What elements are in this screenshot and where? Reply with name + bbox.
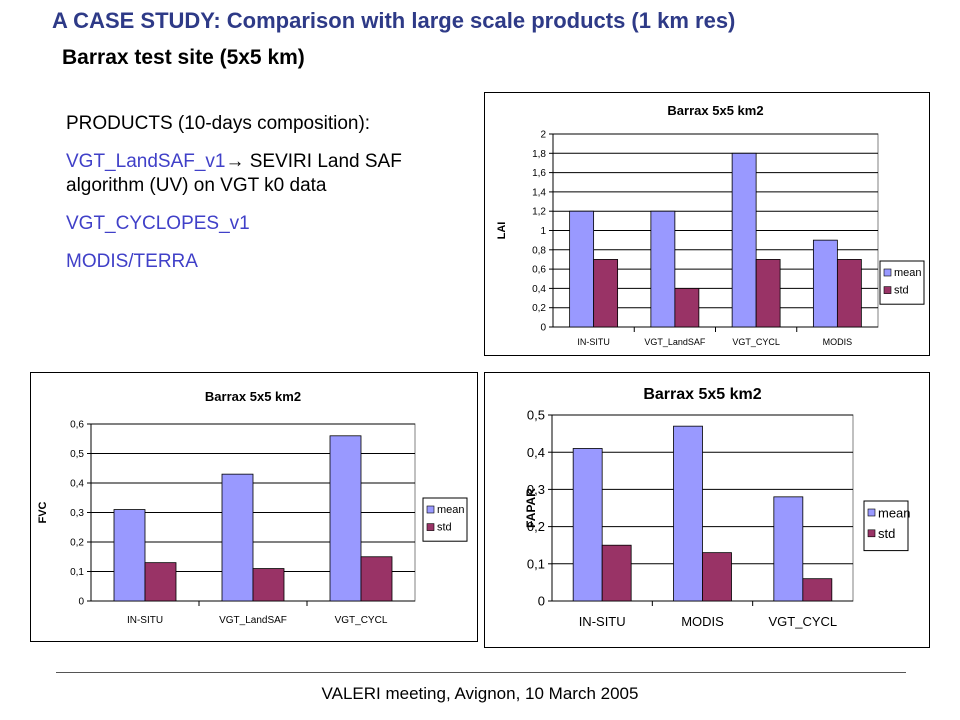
legend-swatch-mean (867, 508, 876, 517)
y-tick-label: 2 (540, 130, 546, 141)
products-list: PRODUCTS (10-days composition): VGT_Land… (66, 112, 466, 288)
x-category-label: IN-SITU (579, 614, 626, 629)
x-category-label: MODIS (681, 614, 724, 629)
legend-swatch-std (867, 529, 876, 538)
slide-title: A CASE STUDY: Comparison with large scal… (52, 8, 736, 33)
y-tick-label: 1,2 (532, 207, 546, 218)
x-category-label: VGT_CYCL (335, 615, 388, 626)
y-tick-label: 0,4 (532, 284, 546, 295)
x-category-label: VGT_LandSAF (219, 615, 287, 626)
bar-std-1 (674, 287, 700, 328)
y-axis-label: FAPAR (524, 488, 538, 528)
y-tick-label: 0,1 (70, 567, 84, 578)
chart-lai: Barrax 5x5 km2 0 0,2 0,4 0,6 0,8 1 1,2 1,4 1,6 1,8… (484, 92, 930, 356)
bar-std-2 (802, 578, 833, 602)
y-tick-label: 0,4 (70, 479, 84, 490)
bar-mean-3 (812, 239, 838, 328)
bar-std-0 (601, 544, 632, 602)
legend-label-mean: mean (894, 267, 922, 279)
chart-title: Barrax 5x5 km2 (643, 386, 761, 403)
bar-std-1 (702, 552, 732, 602)
y-tick-label: 0,1 (527, 556, 545, 571)
slide-subtitle: Barrax test site (5x5 km) (62, 46, 305, 69)
x-category-label: VGT_LandSAF (644, 337, 706, 347)
y-tick-label: 0,4 (527, 445, 545, 460)
bar-std-2 (360, 556, 393, 602)
bar-std-0 (593, 259, 619, 328)
product-landsaf-description: SEVIRI Land SAF algorithm (UV) on VGT k0… (66, 151, 402, 196)
product-item-landsaf: VGT_LandSAF_v1→ SEVIRI Land SAF algorith… (66, 150, 466, 198)
y-tick-label: 0,6 (70, 420, 84, 431)
chart-lai-svg: Barrax 5x5 km2 0 0,2 0,4 0,6 0,8 1 1,2 1,4 1,6 1,8… (496, 103, 925, 347)
y-tick-label: 1,6 (532, 168, 546, 179)
chart-fapar-svg: Barrax 5x5 km2 0 0,1 0,2 0,3 0,4 0,5 FAPAR IN-SI… (524, 386, 911, 629)
y-tick-label: 0,5 (70, 449, 84, 460)
y-tick-label: 0,3 (70, 508, 84, 519)
bar-std-1 (252, 568, 285, 602)
footer-text: VALERI meeting, Avignon, 10 March 2005 (321, 684, 639, 703)
x-category-label: IN-SITU (127, 615, 163, 626)
bar-mean-1 (673, 425, 703, 602)
bar-mean-0 (572, 448, 603, 602)
y-tick-label: 1,8 (532, 149, 546, 160)
chart-title: Barrax 5x5 km2 (205, 389, 301, 404)
legend-box (879, 260, 925, 305)
bar-mean-2 (773, 496, 804, 602)
y-tick-label: 0,5 (527, 408, 545, 423)
product-item-cyclopes: VGT_CYCLOPES_v1 (66, 213, 250, 234)
y-tick-label: 0 (78, 597, 84, 608)
chart-fapar: Barrax 5x5 km2 0 0,1 0,2 0,3 0,4 0,5 FAPAR IN-SI… (484, 372, 930, 648)
y-tick-label: 0,8 (532, 245, 546, 256)
bar-std-0 (144, 562, 177, 602)
bar-mean-0 (113, 509, 146, 602)
x-category-label: MODIS (823, 337, 853, 347)
product-item-modis: MODIS/TERRA (66, 251, 198, 272)
y-tick-label: 0,2 (70, 538, 84, 549)
product-landsaf-name: VGT_LandSAF_v1 (66, 151, 226, 172)
y-tick-label: 0,3 (527, 482, 545, 497)
footer-divider (56, 672, 906, 673)
bar-mean-0 (569, 210, 595, 328)
bar-mean-1 (221, 473, 254, 602)
bar-mean-1 (650, 210, 676, 328)
legend-swatch-mean (426, 505, 435, 514)
y-tick-label: 1,4 (532, 187, 546, 198)
legend-swatch-std (426, 523, 435, 531)
legend-swatch-mean (883, 268, 892, 277)
legend-box (422, 497, 468, 542)
chart-fvc-svg: Barrax 5x5 km2 0 0,1 0,2 0,3 0,4 0,5 0,6 FVC IN-S… (37, 389, 468, 626)
legend-swatch-std (883, 286, 892, 294)
y-tick-label: 0 (540, 323, 546, 334)
products-heading: PRODUCTS (10-days composition): (66, 113, 371, 134)
y-tick-label: 0,2 (532, 303, 546, 314)
bar-mean-2 (329, 435, 362, 602)
y-axis-label: FVC (37, 501, 49, 523)
bar-std-3 (836, 259, 862, 328)
arrow-icon: → (225, 151, 245, 172)
y-tick-label: 0,6 (532, 265, 546, 276)
bar-std-2 (755, 259, 781, 328)
chart-fvc: Barrax 5x5 km2 0 0,1 0,2 0,3 0,4 0,5 0,6 FVC IN-S… (30, 372, 478, 642)
x-category-label: VGT_CYCL (769, 614, 838, 629)
y-tick-label: 0 (538, 594, 545, 609)
legend-label-std: std (437, 521, 452, 533)
bar-mean-2 (731, 152, 757, 328)
legend-label-mean: mean (437, 504, 465, 516)
chart-title: Barrax 5x5 km2 (667, 103, 763, 118)
x-category-label: IN-SITU (577, 337, 610, 347)
x-category-label: VGT_CYCL (732, 337, 780, 347)
y-tick-label: 0,2 (527, 519, 545, 534)
y-axis-label: LAI (496, 222, 508, 240)
legend-label-std: std (894, 284, 909, 296)
legend-label-mean: mean (878, 505, 911, 520)
legend-label-std: std (878, 526, 895, 541)
y-tick-label: 1 (540, 226, 546, 237)
